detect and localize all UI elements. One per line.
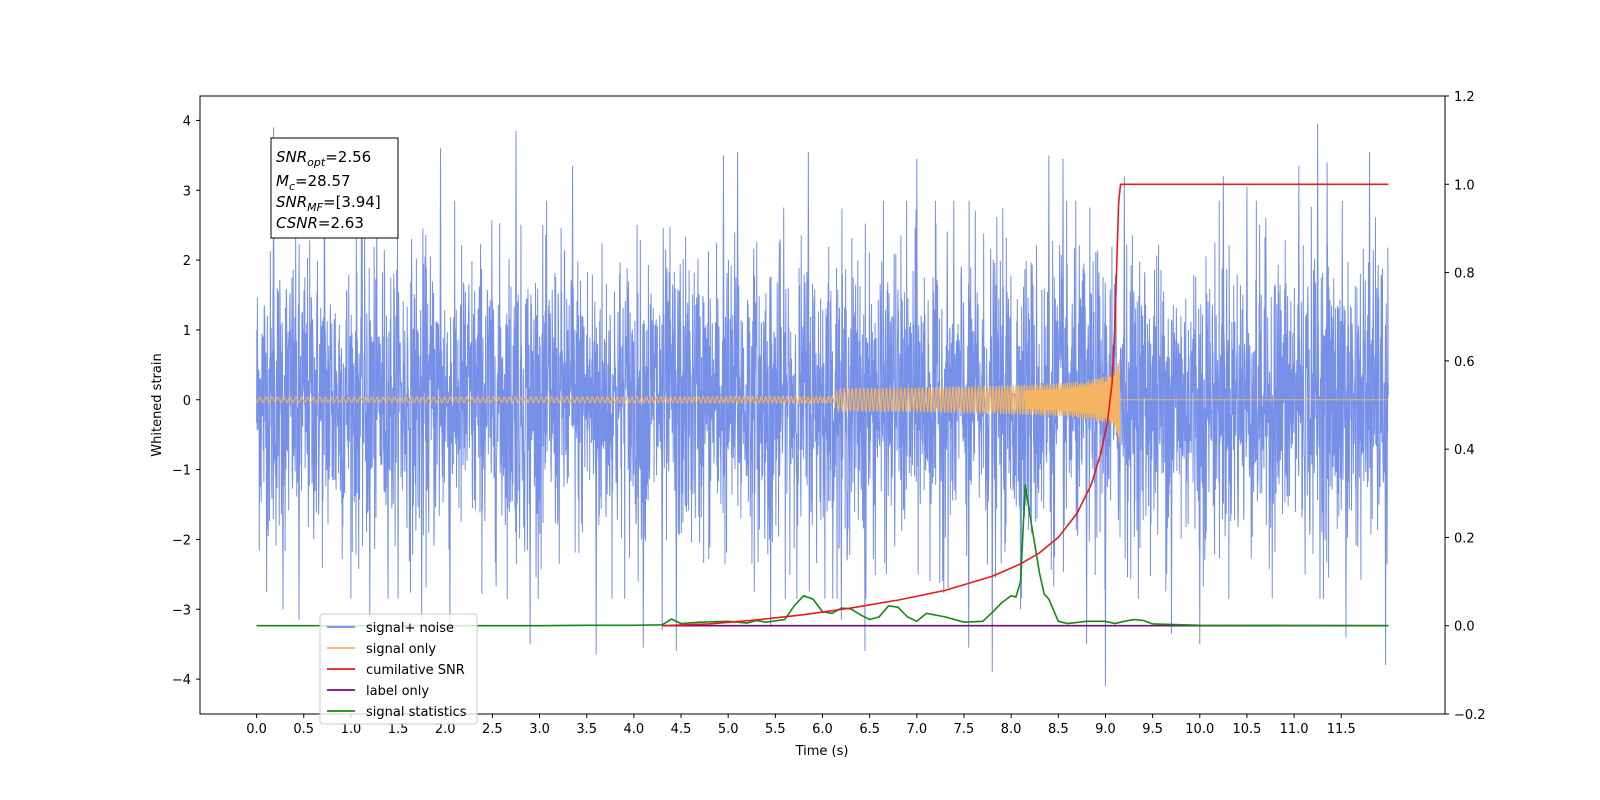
x-tick-label: 4.0 <box>624 722 645 737</box>
x-axis-ticks: 0.0 0.5 1.0 1.5 2.0 2.5 3.0 3.5 4.0 4.5 5.0 5.5 6.0 6… <box>246 714 1356 737</box>
series-layer <box>256 123 1389 687</box>
y-tick-label: −3 <box>172 603 191 618</box>
legend-label: signal only <box>366 642 436 657</box>
csnr-text: CSNR=2.63 <box>276 214 364 232</box>
x-tick-label: 3.0 <box>529 722 550 737</box>
y-tick-label: −1 <box>172 464 191 479</box>
x-tick-label: 10.0 <box>1185 722 1214 737</box>
x-tick-label: 0.5 <box>293 722 314 737</box>
y2-tick-label: −0.2 <box>1454 708 1486 723</box>
legend-label: signal+ noise <box>366 621 454 636</box>
y-tick-label: −4 <box>172 673 191 688</box>
y-axis-label: Whitened strain <box>150 353 165 456</box>
x-tick-label: 2.5 <box>482 722 503 737</box>
legend-label: signal statistics <box>366 705 467 720</box>
x-tick-label: 8.0 <box>1001 722 1022 737</box>
y-tick-label: 4 <box>183 114 191 129</box>
signal-noise-line <box>256 123 1389 687</box>
y2-tick-label: 1.0 <box>1454 178 1475 193</box>
y-tick-label: −2 <box>172 533 191 548</box>
y-tick-label: 2 <box>183 254 191 269</box>
x-tick-label: 9.0 <box>1095 722 1116 737</box>
x-tick-label: 6.0 <box>812 722 833 737</box>
info-box: SNRopt=2.56 Mc=28.57 SNRMF=[3.94] CSNR=2… <box>270 137 399 239</box>
y2-tick-label: 0.6 <box>1454 355 1475 370</box>
x-tick-label: 4.5 <box>671 722 692 737</box>
y2-tick-label: 0.0 <box>1454 620 1475 635</box>
y2-tick-label: 0.2 <box>1454 531 1475 546</box>
x-tick-label: 11.5 <box>1327 722 1356 737</box>
x-tick-label: 9.5 <box>1142 722 1163 737</box>
cumulative-snr-line <box>662 183 1389 627</box>
x-tick-label: 6.5 <box>859 722 880 737</box>
legend-label: label only <box>366 684 429 699</box>
y-tick-label: 1 <box>183 324 191 339</box>
snr-opt-text: SNRopt=2.56 <box>276 148 371 169</box>
x-tick-label: 10.5 <box>1232 722 1261 737</box>
x-tick-label: 2.0 <box>435 722 456 737</box>
mc-text: Mc=28.57 <box>276 172 351 193</box>
y2-tick-label: 0.8 <box>1454 267 1475 282</box>
x-tick-label: 5.0 <box>718 722 739 737</box>
x-tick-label: 0.0 <box>246 722 267 737</box>
y-axis-ticks: −4 −3 −2 −1 0 1 2 3 4 <box>172 114 200 688</box>
y2-tick-label: 1.2 <box>1454 90 1475 105</box>
x-tick-label: 1.0 <box>341 722 362 737</box>
x-tick-label: 3.5 <box>576 722 597 737</box>
x-tick-label: 7.5 <box>954 722 975 737</box>
x-axis-label: Time (s) <box>795 744 849 759</box>
y2-axis-ticks: −0.2 0.0 0.2 0.4 0.6 0.8 1.0 1.2 <box>1445 90 1486 723</box>
snr-mf-text: SNRMF=[3.94] <box>276 193 381 214</box>
legend: signal+ noise signal only cumilative SNR la… <box>319 613 478 725</box>
signal-only-line <box>256 363 1389 437</box>
x-tick-label: 7.0 <box>906 722 927 737</box>
legend-label: cumilative SNR <box>366 663 465 678</box>
y-tick-label: 3 <box>183 184 191 199</box>
x-tick-label: 8.5 <box>1048 722 1069 737</box>
y2-tick-label: 0.4 <box>1454 443 1475 458</box>
x-tick-label: 11.0 <box>1280 722 1309 737</box>
y-tick-label: 0 <box>183 394 191 409</box>
x-tick-label: 5.5 <box>765 722 786 737</box>
signal-only-chirp <box>1024 359 1120 444</box>
x-tick-label: 1.5 <box>388 722 409 737</box>
